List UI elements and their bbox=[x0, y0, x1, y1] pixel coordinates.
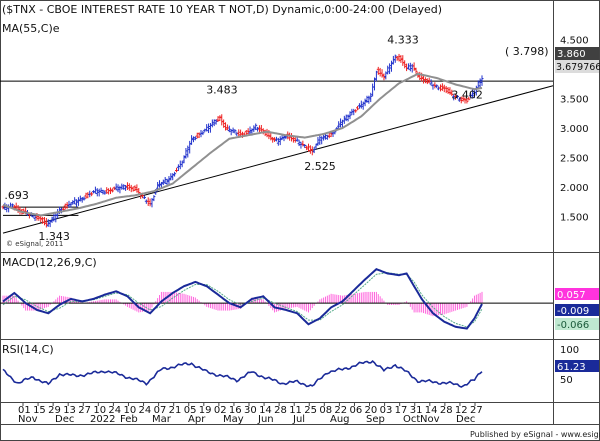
price-tag-box bbox=[555, 47, 599, 60]
month-label: Oct bbox=[403, 414, 420, 425]
x-tick-label: 02 bbox=[214, 405, 227, 416]
macd-signal-tag-box bbox=[555, 318, 599, 330]
month-label: Sep bbox=[366, 414, 385, 425]
x-tick-label: 10 bbox=[123, 405, 136, 416]
x-tick-label: 03 bbox=[380, 405, 393, 416]
rsi-tag-box bbox=[555, 360, 599, 372]
month-label: Nov bbox=[420, 414, 440, 425]
x-tick-label: 27 bbox=[78, 405, 91, 416]
x-tick-label: 05 bbox=[184, 405, 197, 416]
month-label: Feb bbox=[120, 414, 138, 425]
x-axis: 01 15 29 13 27 10 24 10 24 07 21 05 19 02 16 30 14 28 11 25… bbox=[18, 402, 483, 425]
macd-hist-tag: 0.057 bbox=[557, 290, 586, 301]
publisher-footer: Published by eSignal - www.esignal.com bbox=[470, 430, 600, 439]
x-tick-label: 17 bbox=[395, 405, 408, 416]
moving-average-line bbox=[2, 72, 483, 217]
price-tick-label: 3.500 bbox=[560, 95, 589, 106]
ma-tag-box bbox=[555, 60, 599, 73]
x-tick-label: 14 bbox=[259, 405, 272, 416]
x-tick-label: 27 bbox=[470, 405, 483, 416]
month-label: 2022 bbox=[90, 414, 115, 425]
x-tick-label: 01 bbox=[18, 405, 31, 416]
x-tick-label: 31 bbox=[410, 405, 423, 416]
swing-label: 1.343 bbox=[38, 230, 70, 243]
rsi-tag: 61.23 bbox=[557, 362, 586, 373]
ma-indicator-label: MA(55,C)e bbox=[2, 22, 60, 35]
level-label: ( 3.798) bbox=[505, 45, 549, 58]
price-tick-label: 4.500 bbox=[560, 36, 589, 47]
month-label: Nov bbox=[18, 414, 38, 425]
trendline bbox=[2, 85, 554, 234]
x-tick-label: 20 bbox=[365, 405, 378, 416]
x-tick-label: 24 bbox=[139, 405, 152, 416]
esignal-credit: © eSignal, 2011 bbox=[6, 240, 63, 248]
rsi-tick-50: 50 bbox=[560, 375, 573, 386]
price-annotations: .693 1.343 3.483 2.525 4.333 3.402 bbox=[4, 34, 483, 243]
swing-label: 3.483 bbox=[206, 84, 238, 97]
x-tick-label: 21 bbox=[169, 405, 182, 416]
price-tick-label: 2.500 bbox=[560, 154, 589, 165]
month-label: Jun bbox=[257, 414, 274, 425]
x-tick-label: 12 bbox=[455, 405, 468, 416]
swing-label: 3.402 bbox=[451, 88, 483, 101]
price-bars bbox=[1, 53, 484, 228]
price-tick-label: 3.000 bbox=[560, 124, 589, 135]
x-tick-label: 06 bbox=[349, 405, 362, 416]
swing-label: 2.525 bbox=[304, 160, 336, 173]
x-tick-label: 25 bbox=[304, 405, 317, 416]
macd-histogram bbox=[2, 291, 483, 317]
x-tick-label: 11 bbox=[289, 405, 302, 416]
x-tick-label: 28 bbox=[274, 405, 287, 416]
price-tick-label: 1.500 bbox=[560, 213, 589, 224]
x-tick-label: 08 bbox=[319, 405, 332, 416]
rsi-line bbox=[2, 360, 483, 388]
rsi-title: RSI(14,C) bbox=[2, 343, 54, 356]
month-label: Dec bbox=[55, 414, 74, 425]
price-tick-label: 2.000 bbox=[560, 183, 589, 194]
price-tag: 3.860 bbox=[557, 49, 586, 60]
month-label: Jul bbox=[292, 414, 305, 425]
rsi-tick-100: 100 bbox=[560, 345, 579, 356]
month-label: Aug bbox=[330, 414, 350, 425]
x-tick-label: 28 bbox=[440, 405, 453, 416]
x-tick-label: 22 bbox=[334, 405, 347, 416]
x-tick-label: 16 bbox=[229, 405, 242, 416]
x-tick-label: 30 bbox=[244, 405, 257, 416]
x-tick-label: 29 bbox=[48, 405, 61, 416]
x-tick-label: 15 bbox=[33, 405, 46, 416]
swing-label: .693 bbox=[4, 189, 29, 202]
chart-title: ($TNX - CBOE INTEREST RATE 10 YEAR T NOT… bbox=[2, 3, 442, 16]
macd-line-tag: -0.009 bbox=[557, 306, 589, 317]
month-label: May bbox=[223, 414, 244, 425]
x-tick-label: 19 bbox=[199, 405, 212, 416]
macd-title: MACD(12,26,9,C) bbox=[2, 256, 97, 269]
macd-line-tag-box bbox=[555, 304, 599, 316]
swing-label: 4.333 bbox=[387, 34, 419, 47]
month-label: Mar bbox=[152, 414, 172, 425]
price-overlays bbox=[0, 80, 554, 234]
macd-line bbox=[2, 268, 483, 330]
macd-signal-tag: -0.066 bbox=[557, 320, 589, 331]
x-tick-label: 07 bbox=[154, 405, 167, 416]
x-tick-label: 10 bbox=[93, 405, 106, 416]
month-label: Apr bbox=[188, 414, 206, 425]
x-tick-label: 13 bbox=[63, 405, 76, 416]
month-label: Dec bbox=[456, 414, 475, 425]
ma-tag: 3.679766 bbox=[556, 62, 600, 73]
x-tick-label: 14 bbox=[425, 405, 438, 416]
macd-hist-tag-box bbox=[555, 288, 599, 300]
x-tick-label: 24 bbox=[108, 405, 121, 416]
